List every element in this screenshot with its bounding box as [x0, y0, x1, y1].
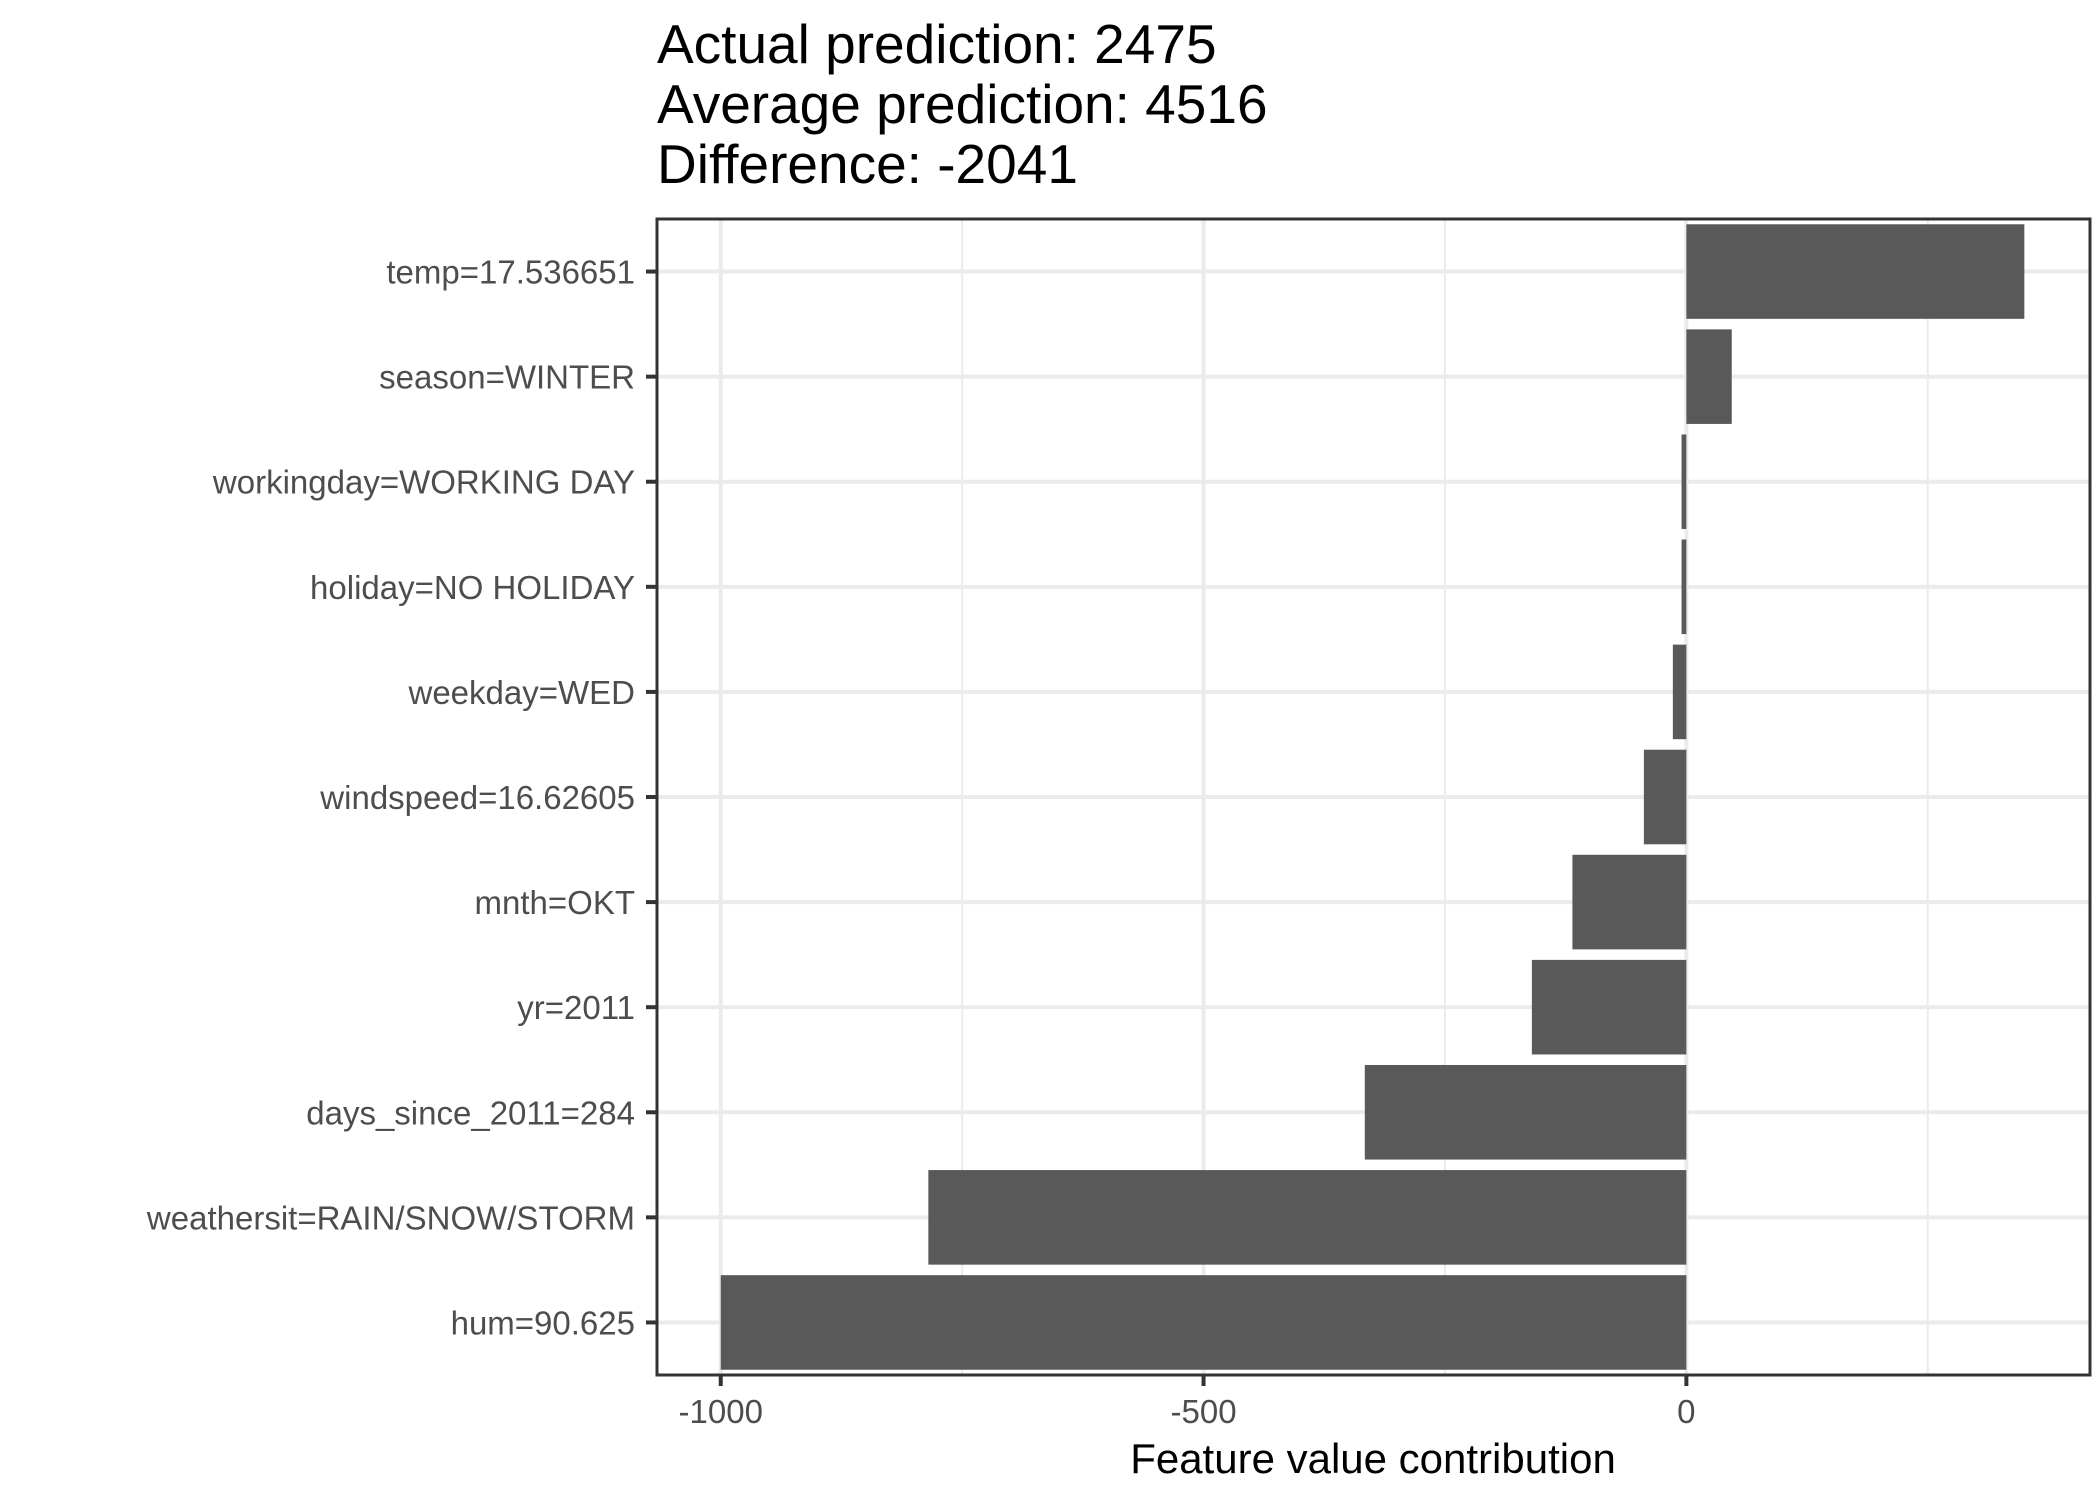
y-tick-label: mnth=OKT	[475, 884, 635, 921]
y-tick-label: weathersit=RAIN/SNOW/STORM	[146, 1199, 635, 1236]
bar-layer	[720, 224, 2025, 1370]
y-tick-label: yr=2011	[517, 989, 635, 1026]
title-line-3: Difference: -2041	[657, 133, 1078, 195]
title-line-1: Actual prediction: 2475	[657, 13, 1217, 75]
y-tick-label: workingday=WORKING DAY	[212, 464, 635, 501]
y-tick-label: days_since_2011=284	[306, 1094, 635, 1131]
y-tick-label: weekday=WED	[407, 674, 635, 711]
bar	[1686, 224, 2025, 319]
y-tick-label: holiday=NO HOLIDAY	[310, 569, 635, 606]
bar	[1686, 329, 1732, 424]
bar	[1572, 854, 1687, 950]
bar	[1643, 749, 1687, 845]
y-tick-label: season=WINTER	[379, 359, 635, 396]
x-tick-label: -1000	[679, 1393, 763, 1430]
x-tick-label: -500	[1171, 1393, 1237, 1430]
bar	[1681, 434, 1687, 530]
y-tick-label: hum=90.625	[451, 1304, 635, 1341]
bar	[928, 1170, 1687, 1265]
y-axis: temp=17.536651 season=WINTER workingday=WO…	[146, 254, 657, 1341]
bar	[1364, 1064, 1687, 1160]
bar	[1672, 644, 1687, 740]
bar	[720, 1275, 1687, 1370]
x-axis-title: Feature value contribution	[1130, 1435, 1616, 1482]
title-line-2: Average prediction: 4516	[657, 73, 1268, 135]
y-tick-label: temp=17.536651	[386, 254, 635, 291]
bar	[1531, 959, 1687, 1055]
bar	[1681, 539, 1687, 635]
y-tick-label: windspeed=16.62605	[319, 779, 635, 816]
x-tick-label: 0	[1677, 1393, 1695, 1430]
x-axis: -1000 -500 0	[679, 1375, 1696, 1430]
